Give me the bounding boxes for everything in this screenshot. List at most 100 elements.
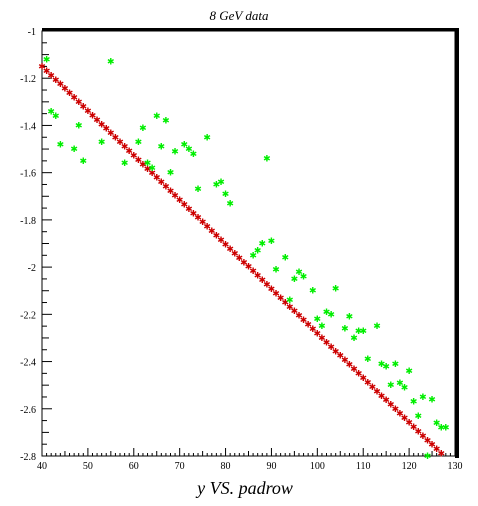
data-point: ✱	[107, 58, 115, 68]
fit-point: ✱	[47, 71, 55, 81]
fit-point: ✱	[70, 94, 78, 104]
fit-point: ✱	[199, 218, 207, 228]
data-point: ✱	[295, 268, 303, 278]
fit-point: ✱	[112, 134, 120, 144]
fit-point: ✱	[38, 62, 46, 72]
fit-point: ✱	[410, 423, 418, 433]
fit-point: ✱	[428, 441, 436, 451]
fit-point: ✱	[180, 200, 188, 210]
data-point: ✱	[350, 334, 358, 344]
fit-point: ✱	[281, 298, 289, 308]
data-point: ✱	[382, 362, 390, 372]
fit-point: ✱	[396, 410, 404, 420]
fit-point: ✱	[415, 427, 423, 437]
fit-point: ✱	[153, 174, 161, 184]
data-point: ✱	[162, 117, 170, 127]
fit-point: ✱	[433, 445, 441, 455]
data-point: ✱	[139, 124, 147, 134]
data-point: ✱	[135, 138, 143, 148]
fit-point: ✱	[139, 160, 147, 170]
fit-point: ✱	[57, 80, 65, 90]
fit-point: ✱	[286, 303, 294, 313]
chart-title: 8 GeV data	[210, 8, 269, 23]
fit-point: ✱	[437, 450, 445, 460]
data-point: ✱	[268, 237, 276, 247]
fit-point: ✱	[66, 89, 74, 99]
x-tick-label: 120	[402, 461, 417, 472]
fit-point: ✱	[378, 392, 386, 402]
x-tick-label: 60	[129, 461, 139, 472]
fit-point: ✱	[144, 165, 152, 175]
y-tick-label: -2.8	[20, 452, 36, 463]
y-tick-label: -1	[28, 27, 36, 38]
fit-point: ✱	[392, 405, 400, 415]
data-point: ✱	[158, 143, 166, 153]
data-point: ✱	[405, 367, 413, 377]
fit-point: ✱	[263, 281, 271, 291]
data-series: ✱✱✱✱ ✱✱✱✱✱✱✱✱✱✱✱✱✱✱✱✱✱✱✱✱✱✱✱✱✱✱✱✱✱✱✱✱✱✱✱✱…	[43, 55, 450, 462]
fit-point: ✱	[364, 378, 372, 388]
fit-point: ✱	[249, 267, 257, 277]
data-point: ✱	[226, 199, 234, 209]
fit-point: ✱	[369, 383, 377, 393]
y-tick-label: -2.2	[20, 310, 36, 321]
data-point: ✱	[291, 275, 299, 285]
fit-point: ✱	[148, 169, 156, 179]
fit-point: ✱	[121, 143, 129, 153]
fit-point: ✱	[277, 294, 285, 304]
data-point: ✱	[43, 55, 51, 65]
fit-point: ✱	[52, 76, 60, 86]
fit-point: ✱	[102, 125, 110, 135]
fit-point: ✱	[98, 120, 106, 130]
fit-point: ✱	[355, 370, 363, 380]
fit-point: ✱	[387, 401, 395, 411]
fit-point: ✱	[332, 347, 340, 357]
data-point: ✱	[222, 190, 230, 200]
fit-point: ✱	[291, 307, 299, 317]
fit-point: ✱	[309, 325, 317, 335]
y-tick-label: -2.6	[20, 405, 36, 416]
data-point: ✱	[249, 251, 257, 261]
data-point: ✱	[272, 265, 280, 275]
data-point: ✱	[300, 273, 308, 283]
fit-point: ✱	[337, 352, 345, 362]
x-tick-label: 70	[175, 461, 185, 472]
fit-point: ✱	[222, 240, 230, 250]
data-point: ✱	[180, 140, 188, 150]
x-tick-label: 80	[221, 461, 231, 472]
data-point: ✱	[70, 145, 78, 155]
fit-point: ✱	[240, 258, 248, 268]
fit-point: ✱	[272, 289, 280, 299]
fit-point: ✱	[341, 356, 349, 366]
fit-point: ✱	[162, 183, 170, 193]
data-point: ✱	[281, 254, 289, 264]
data-point: ✱	[47, 107, 55, 117]
y-tick-label: -1.4	[20, 121, 36, 132]
data-point: ✱	[194, 185, 202, 195]
fit-point: ✱	[176, 196, 184, 206]
fit-point: ✱	[125, 147, 133, 157]
data-point: ✱	[98, 138, 106, 148]
fit-point: ✱	[80, 102, 88, 112]
data-point: ✱	[359, 327, 367, 337]
data-point: ✱	[286, 296, 294, 306]
y-tick-label: -2	[28, 263, 36, 274]
data-point: ✱	[75, 121, 83, 131]
data-point: ✱	[190, 150, 198, 160]
fit-point: ✱	[401, 414, 409, 424]
x-tick-label: 130	[448, 461, 463, 472]
fit-point: ✱	[217, 236, 225, 246]
data-point: ✱	[57, 140, 65, 150]
data-point: ✱	[415, 412, 423, 422]
fit-point: ✱	[135, 156, 143, 166]
fit-point: ✱	[84, 107, 92, 117]
fit-point: ✱	[382, 396, 390, 406]
data-point: ✱	[433, 419, 441, 429]
data-point: ✱	[346, 313, 354, 323]
data-point: ✱	[410, 398, 418, 408]
fit-series: ✱✱✱✱✱✱✱✱✱✱✱✱✱✱✱✱✱✱✱✱✱✱✱✱✱✱✱✱✱✱✱✱✱✱✱✱✱✱✱✱…	[38, 62, 445, 459]
data-point: ✱	[387, 381, 395, 391]
data-point: ✱	[378, 360, 386, 370]
fit-point: ✱	[327, 343, 335, 353]
